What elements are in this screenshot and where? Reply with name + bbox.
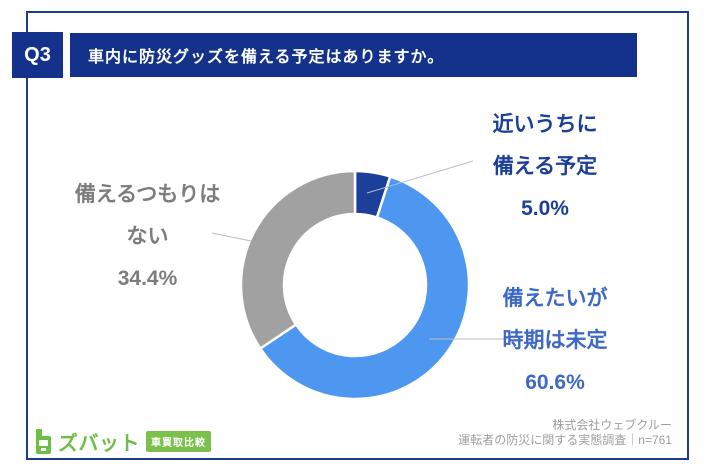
zubat-logo-icon xyxy=(36,428,51,454)
label-undecided-line1: 備えたいが xyxy=(502,287,608,310)
zubat-logo-text: ズバット xyxy=(58,433,140,455)
label-undecided: 備えたいが 時期は未定 60.6% xyxy=(465,278,645,404)
leader-line xyxy=(211,232,252,242)
label-near-future-line2: 備える予定 xyxy=(492,155,598,178)
label-undecided-line2: 時期は未定 xyxy=(502,329,608,352)
donut-segment xyxy=(239,169,357,350)
label-near-future-value: 5.0% xyxy=(521,197,569,220)
label-near-future: 近いうちに 備える予定 5.0% xyxy=(455,104,635,230)
leader-line xyxy=(366,160,474,194)
label-no-plan: 備えるつもりは ない 34.4% xyxy=(55,174,240,300)
question-number-badge: Q3 xyxy=(12,32,63,78)
question-title-bar: 車内に防災グッズを備える予定はありますか。 xyxy=(70,33,637,77)
label-no-plan-value: 34.4% xyxy=(117,267,178,290)
label-undecided-value: 60.6% xyxy=(525,371,585,394)
zubat-logo-badge: 車買取比較 xyxy=(146,431,211,452)
survey-credit-company: 株式会社ウェブクルー xyxy=(552,418,672,432)
donut-segment xyxy=(259,175,471,401)
zubat-logo: ズバット 車買取比較 xyxy=(34,427,211,456)
survey-credit-detail: 運転者の防災に関する実態調査｜n=761 xyxy=(458,433,672,447)
survey-credit: 株式会社ウェブクルー 運転者の防災に関する実態調査｜n=761 xyxy=(458,418,672,448)
label-no-plan-line1: 備えるつもりは xyxy=(74,183,221,206)
label-no-plan-line2: ない xyxy=(126,225,169,248)
label-near-future-line1: 近いうちに xyxy=(492,113,598,136)
